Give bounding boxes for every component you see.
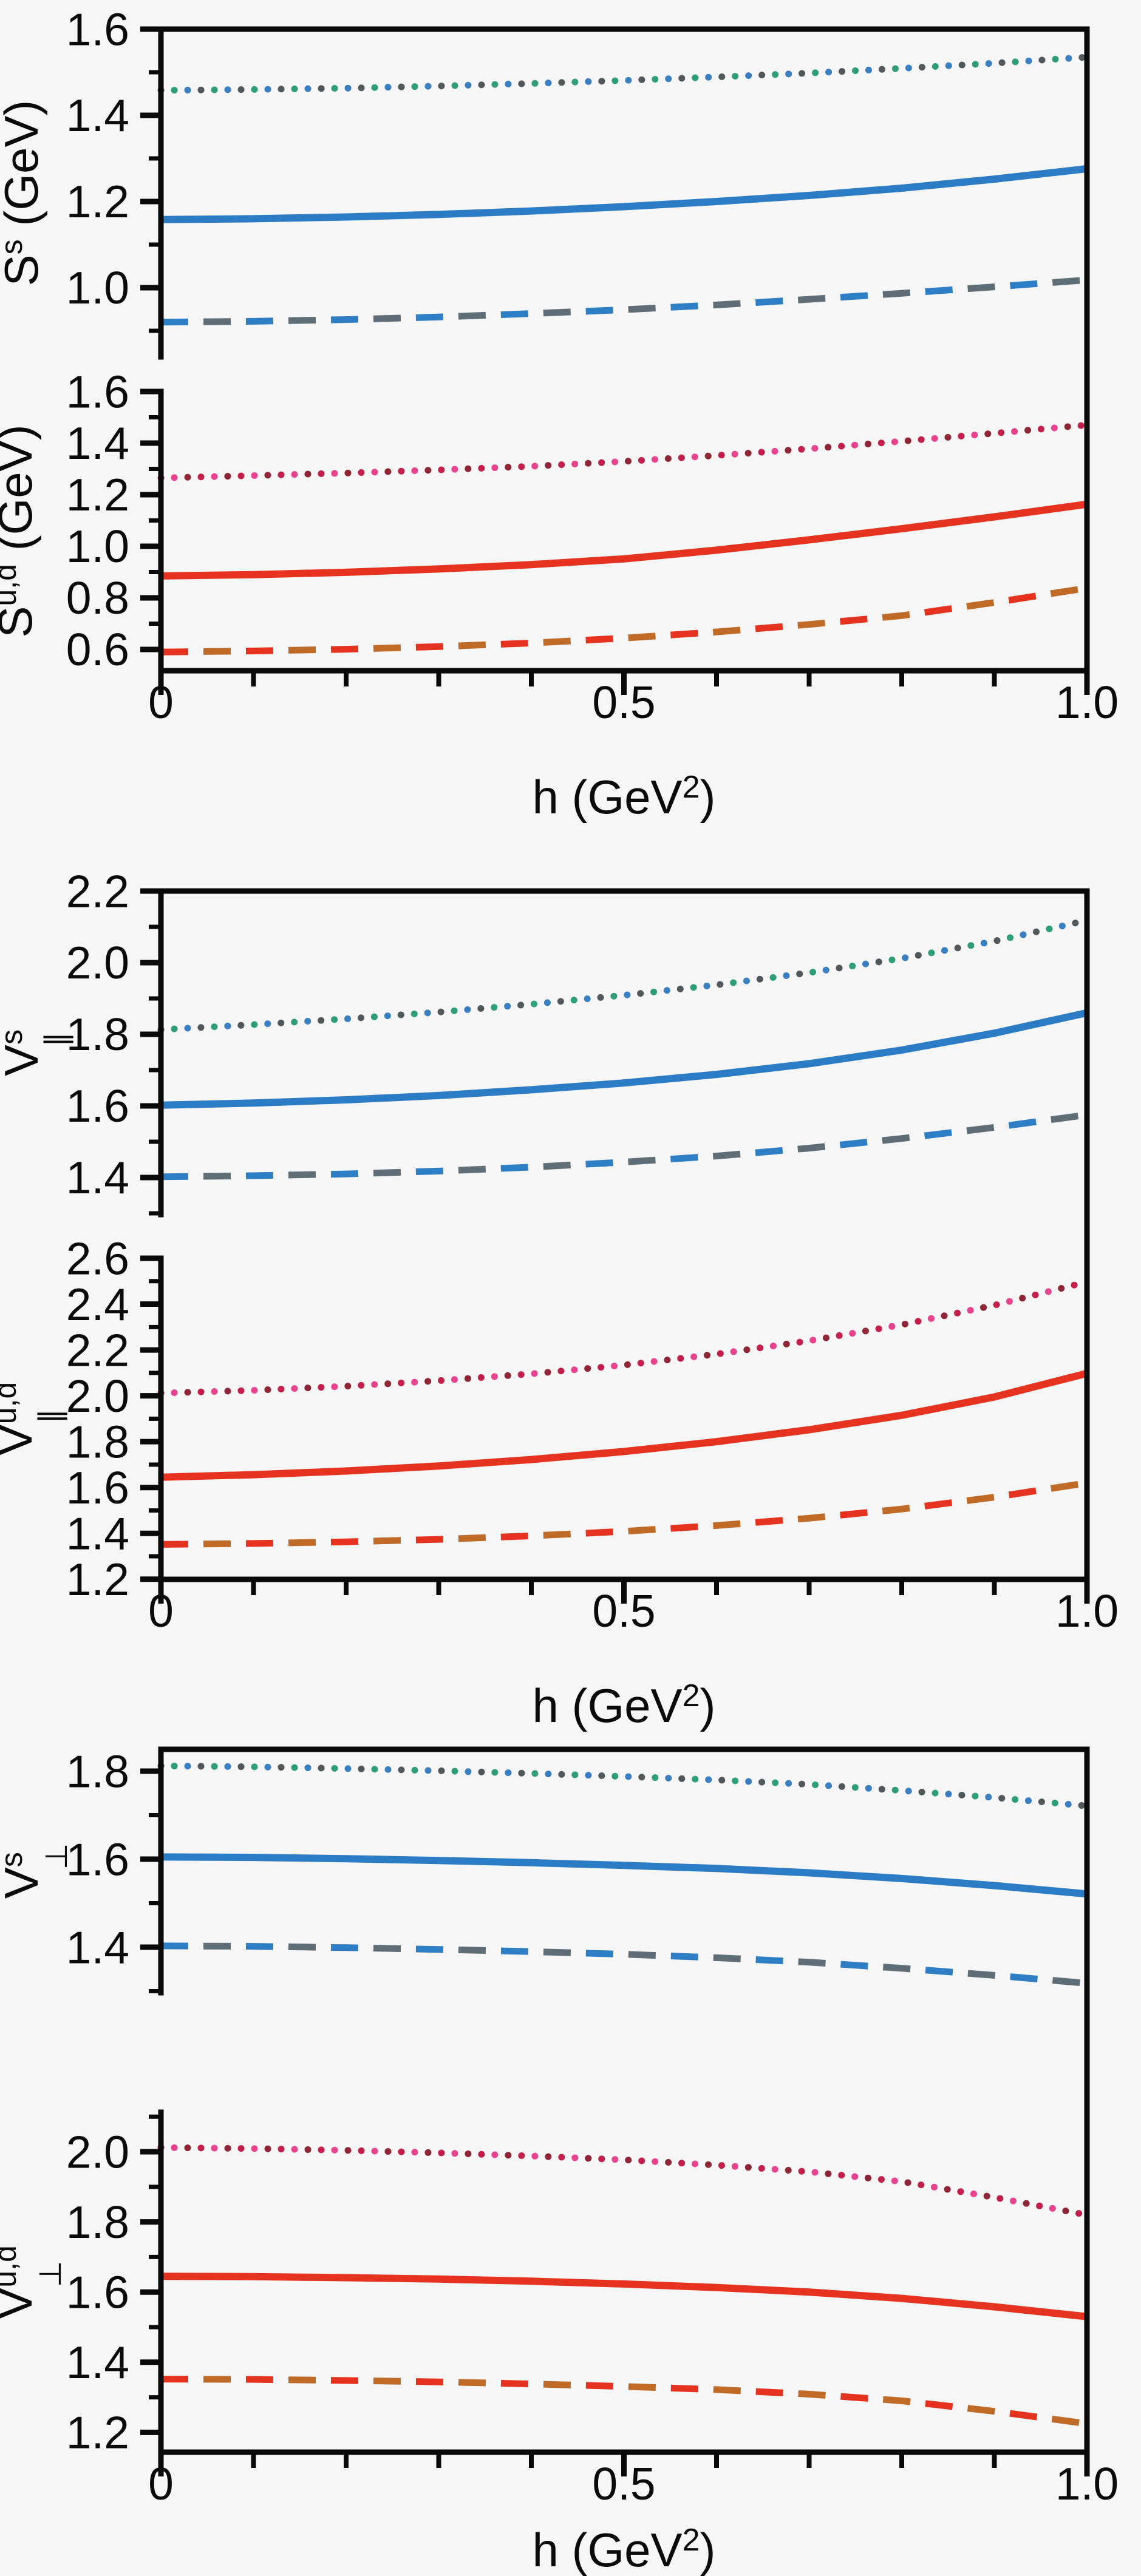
chart-group-3: 1.8 1.6 1.4 Vs⊥ 2.0 1.8 1.6 1.4 1.2 Vu,d⊥ 0 0.5 1.0 h… [0,1746,1119,2576]
y-tick-label: 1.2 [66,176,129,227]
x-tick-label: 0.5 [592,2458,655,2509]
y-label-group: Ss (GeV) [0,100,48,286]
y-label-group: Vu,d∥ [0,1382,67,1456]
y-tick-label: 1.2 [66,2407,129,2458]
y-axis-label: Su,d (GeV) [0,424,42,637]
y-tick-label: 1.2 [66,469,129,520]
curve-dotted [157,53,1091,94]
curve-dotted [157,1762,1091,1809]
panel-1-2 [157,421,1091,656]
y-axis-1-2: 1.61.41.21.00.80.6 [66,366,164,675]
curve-dotted [157,917,1091,1033]
y-tick-label: 2.0 [66,1371,129,1422]
x-tick-label: 1.0 [1055,677,1119,728]
y-axis-2-1: 2.2 2.0 1.8 1.6 1.4 [66,866,164,1218]
curve-dotted [157,917,1091,1033]
curve-solid [160,2273,1088,2320]
y-tick-label: 1.6 [66,366,129,417]
y-tick-label: 1.4 [66,90,129,141]
y-tick-label: 2.2 [66,1324,129,1375]
y-tick-label: 1.0 [66,262,129,313]
curve-dashed [160,585,1088,656]
curve-solid [160,1369,1088,1481]
y-tick-label: 1.6 [66,1834,129,1885]
y-tick-label: 1.8 [66,1746,129,1797]
curve-dotted [157,2144,1091,2218]
y-tick-label: 2.0 [66,937,129,988]
y-tick-label: 1.8 [66,1009,129,1060]
y-axis-3-1: 1.8 1.6 1.4 [66,1746,164,1996]
chart-group-2: 2.22.01.81.61.4Vs∥2.62.42.22.01.81.61.41… [0,866,1119,1732]
y-tick-label: 1.4 [66,1922,129,1973]
x-tick-label: 0 [148,2458,174,2509]
panel-2-2 [157,1278,1091,1548]
y-axis-label: Vs⊥ [0,1843,73,1899]
x-tick-label: 1.0 [1055,1585,1119,1636]
y-tick-label: 2.2 [66,866,129,917]
y-axis-1-1: 1.6 1.4 1.2 1.0 [66,4,164,360]
y-axis-2-2: 2.62.42.22.01.81.61.41.2 [66,1233,164,1605]
curve-solid [160,1853,1088,1898]
y-label-group: Vu,d⊥ [0,2245,67,2319]
curve-solid [160,1009,1088,1109]
curve-dashed [160,2376,1088,2427]
y-axis-label: Ss (GeV) [0,100,48,286]
curve-solid [160,165,1088,223]
curve-dashed [160,1479,1088,1548]
curve-dotted [157,421,1091,481]
curve-solid [160,500,1088,580]
curve-dashed [160,585,1088,656]
y-tick-label: 0.8 [66,572,129,623]
curve-dashed [160,1479,1088,1548]
y-tick-label: 2.0 [66,2126,129,2177]
x-tick-label: 0 [148,1585,174,1636]
y-tick-label: 1.4 [66,2337,129,2388]
y-tick-label: 1.8 [66,2197,129,2248]
panel-1-1 [157,53,1091,326]
curve-dotted [157,1278,1091,1397]
y-tick-label: 0.6 [66,624,129,675]
curve-dashed [160,1942,1088,1987]
x-tick-label: 1.0 [1055,2458,1119,2509]
panel-2-1 [157,917,1091,1181]
y-tick-label: 1.4 [66,1508,129,1559]
x-tick-label: 0.5 [592,677,655,728]
y-axis-3-2: 2.0 1.8 1.6 1.4 1.2 [66,2109,164,2458]
curve-dashed [160,276,1088,326]
x-axis-label: h (GeV2) [532,2523,715,2576]
y-axis-label: Vu,d∥ [0,1382,67,1456]
panel-3-2 [157,2144,1091,2427]
y-tick-label: 1.0 [66,521,129,572]
curve-dashed [160,2376,1088,2427]
y-label-group: Vs∥ [0,1029,73,1076]
x-axis-label: h (GeV2) [532,770,715,824]
x-tick-label: 0.5 [592,1585,655,1636]
y-tick-label: 2.4 [66,1279,129,1330]
y-tick-label: 1.6 [66,1462,129,1513]
y-tick-label: 1.6 [66,2266,129,2317]
y-axis-label: Vu,d⊥ [0,2245,67,2319]
chart-group-1: 1.61.41.21.0Ss (GeV)1.61.41.21.00.80.6Su… [0,4,1119,824]
x-tick-label: 0 [148,677,174,728]
y-axis-label: Vs∥ [0,1029,73,1076]
y-label-group: Vs⊥ [0,1843,73,1899]
y-tick-label: 1.6 [66,1080,129,1131]
y-tick-label: 1.2 [66,1554,129,1605]
curve-dashed [160,1942,1088,1987]
curve-dashed [160,1111,1088,1181]
y-tick-label: 2.6 [66,1233,129,1284]
panel-3-1 [157,1762,1091,1987]
curve-dashed [160,1111,1088,1181]
y-label-group: Su,d (GeV) [0,424,42,637]
y-tick-label: 1.6 [66,4,129,55]
y-tick-label: 1.4 [66,1152,129,1203]
curve-dashed [160,276,1088,326]
y-tick-label: 1.4 [66,418,129,469]
y-tick-label: 1.8 [66,1416,129,1467]
x-axis-label: h (GeV2) [532,1678,715,1732]
